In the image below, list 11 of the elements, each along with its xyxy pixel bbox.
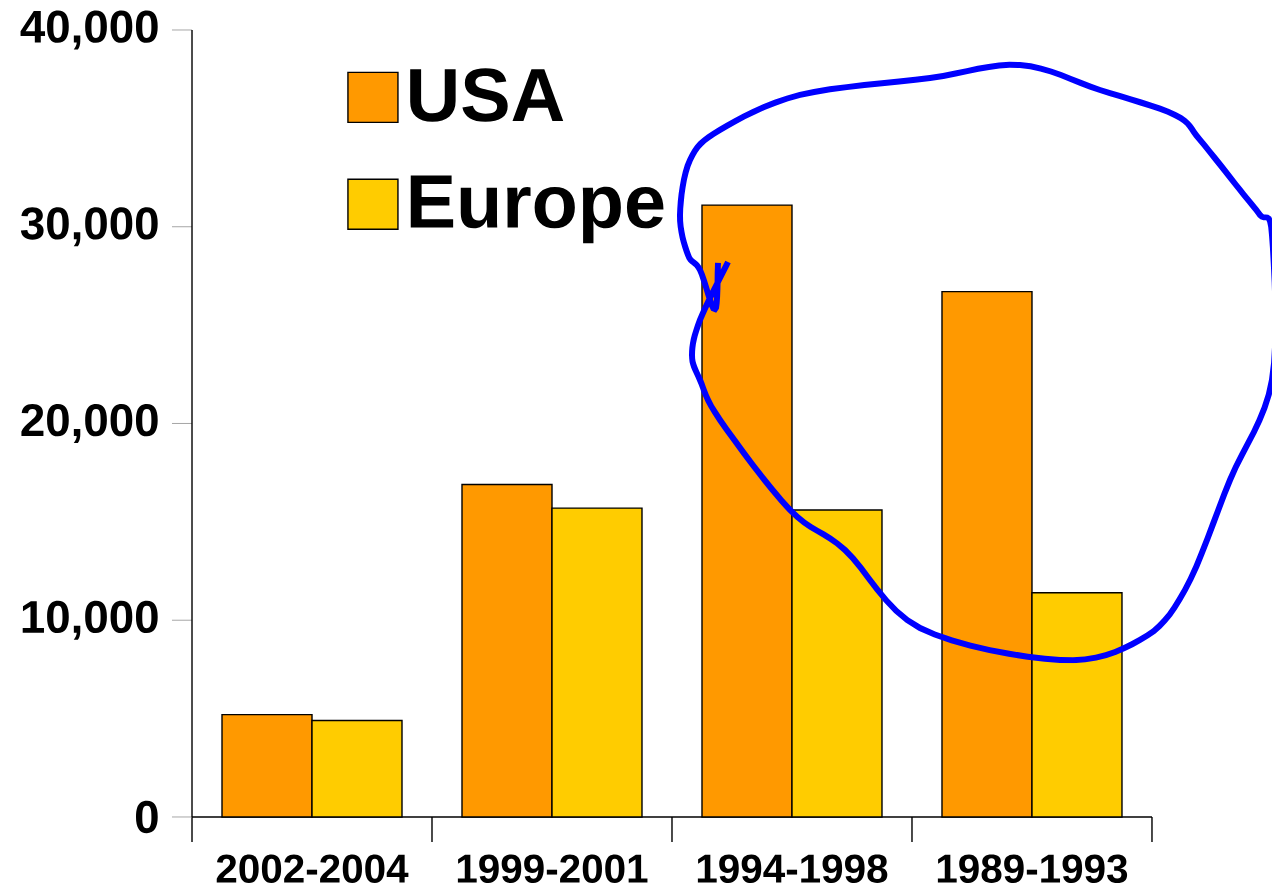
legend-label: USA (410, 68, 564, 122)
y-tick-label: 30,000 (20, 207, 158, 247)
y-tick-label: 0 (135, 800, 158, 834)
y-tick-label: 10,000 (22, 600, 158, 640)
legend-label: Europe (410, 175, 664, 244)
x-tick-label: 1989-1993 (937, 854, 1128, 884)
y-tick-label: 20,000 (21, 404, 158, 443)
y-tick-label: 40,000 (20, 10, 158, 50)
x-tick-label: 1994-1998 (697, 854, 888, 884)
x-tick-label: 1999-2001 (457, 854, 648, 884)
x-tick-label: 2002-2004 (216, 854, 409, 884)
